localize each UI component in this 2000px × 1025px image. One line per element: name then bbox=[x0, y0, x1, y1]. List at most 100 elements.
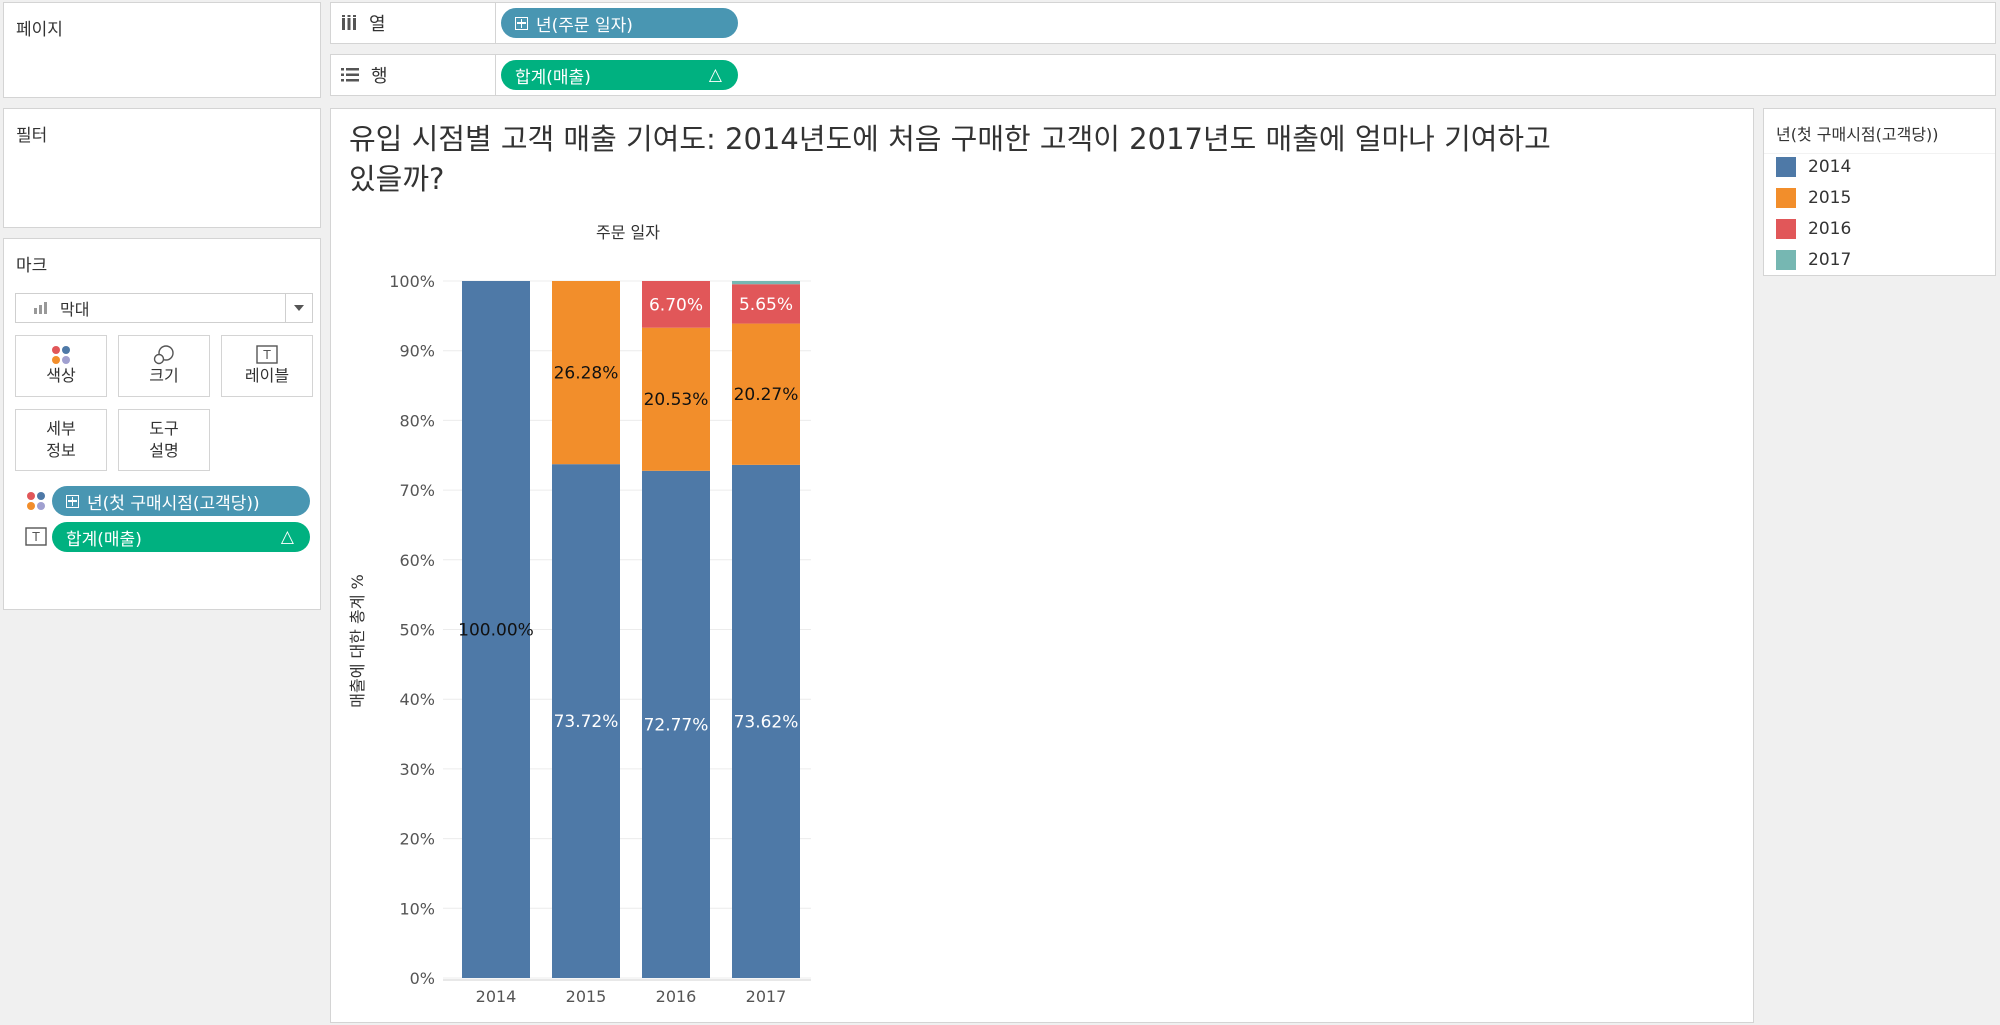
expand-icon bbox=[515, 16, 528, 30]
filters-title: 필터 bbox=[16, 126, 48, 146]
rows-shelf[interactable]: 행 합계(매출) △ bbox=[330, 54, 1996, 96]
data-label: 20.53% bbox=[644, 390, 709, 410]
data-label: 100.00% bbox=[458, 621, 534, 641]
legend-swatch bbox=[1776, 157, 1796, 177]
y-tick-label: 50% bbox=[399, 621, 435, 640]
y-tick-label: 70% bbox=[399, 481, 435, 500]
y-tick-label: 0% bbox=[410, 969, 435, 988]
svg-text:T: T bbox=[31, 530, 40, 544]
rows-shelf-label-box: 행 bbox=[331, 55, 496, 95]
columns-icon bbox=[342, 15, 356, 30]
y-axis-title: 매출에 대한 총계 % bbox=[348, 574, 367, 708]
legend-swatch bbox=[1776, 250, 1796, 270]
filters-card[interactable]: 필터 bbox=[3, 108, 321, 228]
view-title: 유입 시점별 고객 매출 기여도: 2014년도에 처음 구매한 고객이 201… bbox=[349, 119, 1749, 199]
detail-button-line1: 세부 bbox=[46, 419, 76, 438]
bar-segment bbox=[642, 470, 710, 978]
bar-segment bbox=[732, 281, 800, 285]
bar-segment bbox=[732, 464, 800, 978]
mark-type-label: 막대 bbox=[60, 300, 90, 319]
data-label: 73.62% bbox=[734, 712, 799, 732]
color-encoding-icon bbox=[27, 492, 45, 510]
legend-item-label: 2017 bbox=[1808, 250, 1852, 270]
legend-item-label: 2015 bbox=[1808, 188, 1852, 208]
bar-segment bbox=[732, 323, 800, 465]
columns-shelf-label-box: 열 bbox=[331, 3, 496, 43]
rows-field-pill-label: 합계(매출) bbox=[515, 67, 591, 88]
tooltip-button-line1: 도구 bbox=[149, 419, 179, 438]
bar-chart-icon bbox=[34, 302, 47, 314]
view-title-line2: 있을까? bbox=[349, 162, 445, 196]
bar-segment bbox=[462, 281, 530, 978]
legend-title: 년(첫 구매시점(고객당)) bbox=[1776, 125, 1939, 144]
color-dots-icon bbox=[52, 346, 70, 364]
stacked-bar-chart: 주문 일자 매출에 대한 총계 % 0% 10% 20% 30% 40% 50% 60% 70… bbox=[348, 223, 811, 1006]
columns-field-pill-label: 년(주문 일자) bbox=[536, 15, 633, 36]
text-label-icon: T bbox=[256, 345, 278, 364]
y-tick-label: 100% bbox=[389, 272, 435, 291]
columns-shelf[interactable]: 열 년(주문 일자) bbox=[330, 2, 1996, 44]
data-label: 20.27% bbox=[734, 385, 799, 405]
legend-item[interactable]: 2017 bbox=[1776, 250, 1851, 270]
x-tick-label: 2017 bbox=[746, 987, 787, 1006]
bar-segment bbox=[642, 327, 710, 471]
tooltip-button-line2: 설명 bbox=[149, 441, 179, 460]
marks-card: 마크 막대 색상 크기 T 레이블 세부 정보 도구 설 bbox=[3, 238, 321, 610]
detail-button-line2: 정보 bbox=[46, 441, 76, 460]
mark-type-dropdown[interactable]: 막대 bbox=[15, 293, 313, 323]
y-tick-label: 20% bbox=[399, 830, 435, 849]
tooltip-button[interactable]: 도구 설명 bbox=[118, 409, 210, 471]
rows-field-pill[interactable]: 합계(매출) △ bbox=[501, 60, 738, 90]
color-button-label: 색상 bbox=[46, 366, 76, 385]
svg-text:T: T bbox=[262, 348, 271, 362]
column-header: 주문 일자 bbox=[596, 223, 660, 242]
legend-item[interactable]: 2015 bbox=[1776, 188, 1851, 208]
delta-icon: △ bbox=[280, 527, 294, 547]
legend-card[interactable]: 년(첫 구매시점(고객당)) 2014 2015 2016 2017 bbox=[1763, 108, 1996, 276]
legend-item[interactable]: 2016 bbox=[1776, 219, 1851, 239]
legend-swatch bbox=[1776, 219, 1796, 239]
delta-icon: △ bbox=[708, 65, 722, 85]
pages-title: 페이지 bbox=[16, 20, 63, 40]
x-tick-label: 2014 bbox=[476, 987, 517, 1006]
data-label: 6.70% bbox=[649, 295, 703, 315]
rows-icon bbox=[341, 68, 359, 82]
chevron-down-icon[interactable] bbox=[285, 294, 312, 322]
y-tick-label: 40% bbox=[399, 690, 435, 709]
size-button-label: 크기 bbox=[149, 366, 179, 385]
bar-segment bbox=[732, 284, 800, 324]
text-encoding-icon: T bbox=[25, 527, 47, 546]
color-button[interactable]: 색상 bbox=[15, 335, 107, 397]
y-tick-label: 90% bbox=[399, 342, 435, 361]
size-button[interactable]: 크기 bbox=[118, 335, 210, 397]
data-label: 26.28% bbox=[554, 364, 619, 384]
data-label: 5.65% bbox=[739, 295, 793, 315]
bar-segment bbox=[642, 281, 710, 328]
legend-title-divider bbox=[1764, 153, 1995, 154]
y-tick-label: 10% bbox=[399, 899, 435, 918]
pages-card[interactable]: 페이지 bbox=[3, 2, 321, 98]
columns-field-pill[interactable]: 년(주문 일자) bbox=[501, 8, 738, 38]
legend-item-label: 2014 bbox=[1808, 157, 1852, 177]
bar-segment bbox=[552, 464, 620, 978]
color-field-pill-label: 년(첫 구매시점(고객당)) bbox=[87, 493, 260, 514]
bar-segment bbox=[552, 281, 620, 465]
label-button[interactable]: T 레이블 bbox=[221, 335, 313, 397]
detail-button[interactable]: 세부 정보 bbox=[15, 409, 107, 471]
x-tick-label: 2016 bbox=[656, 987, 697, 1006]
label-button-label: 레이블 bbox=[244, 366, 290, 385]
legend-swatch bbox=[1776, 188, 1796, 208]
columns-shelf-label: 열 bbox=[369, 14, 386, 35]
data-label: 73.72% bbox=[554, 712, 619, 732]
y-tick-label: 60% bbox=[399, 551, 435, 570]
marks-title: 마크 bbox=[16, 256, 48, 276]
view-panel: 유입 시점별 고객 매출 기여도: 2014년도에 처음 구매한 고객이 201… bbox=[330, 108, 1754, 1023]
legend-item[interactable]: 2014 bbox=[1776, 157, 1851, 177]
label-field-pill[interactable]: 합계(매출) △ bbox=[52, 522, 310, 552]
y-tick-label: 30% bbox=[399, 760, 435, 779]
expand-icon bbox=[66, 494, 79, 508]
rows-shelf-label: 행 bbox=[371, 66, 388, 87]
color-field-pill[interactable]: 년(첫 구매시점(고객당)) bbox=[52, 486, 310, 516]
label-field-pill-label: 합계(매출) bbox=[66, 529, 142, 550]
y-tick-label: 80% bbox=[399, 411, 435, 430]
